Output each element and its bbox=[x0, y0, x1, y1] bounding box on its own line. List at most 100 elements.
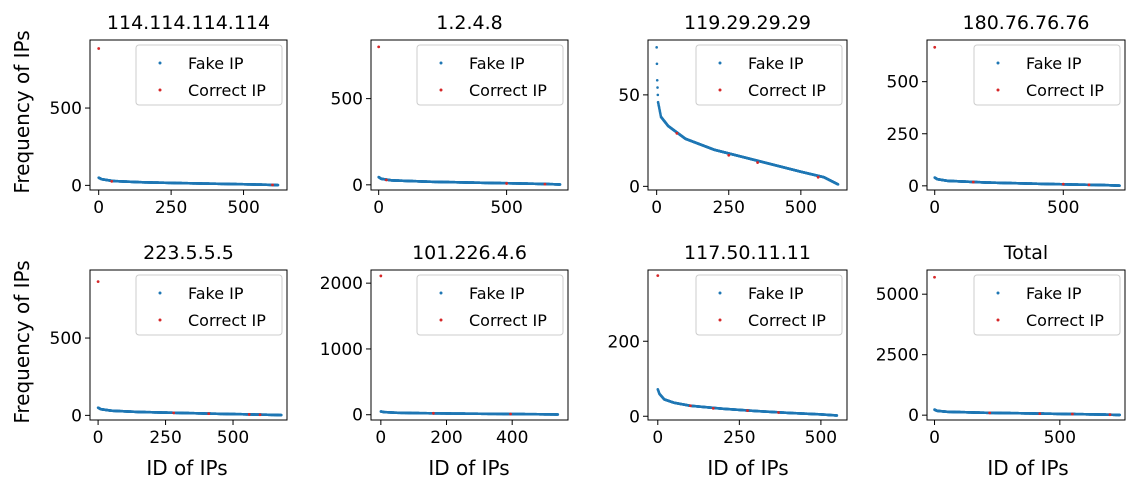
y-tick-label: 0 bbox=[629, 407, 640, 427]
legend-box bbox=[135, 44, 283, 106]
fake-ip-point bbox=[280, 413, 283, 417]
ylabel-row-2: Frequency of IPs bbox=[10, 260, 34, 423]
fake-ip-legend-marker bbox=[158, 61, 162, 65]
fake-ip-legend-marker bbox=[439, 61, 443, 65]
correct-ip-point bbox=[1087, 183, 1091, 187]
correct-ip-series bbox=[97, 47, 274, 187]
correct-ip-legend-label: Correct IP bbox=[188, 81, 266, 100]
y-tick-label: 0 bbox=[629, 177, 640, 197]
correct-ip-point bbox=[110, 179, 114, 183]
correct-ip-legend-marker bbox=[718, 318, 722, 322]
axes-frame bbox=[370, 269, 569, 421]
correct-ip-series bbox=[377, 45, 547, 186]
x-tick-label: 0 bbox=[651, 198, 662, 218]
xlabel-col-1: ID of IPs bbox=[146, 456, 227, 479]
y-tick-label: 2000 bbox=[320, 274, 363, 294]
fake-ip-legend-label: Fake IP bbox=[748, 54, 804, 73]
fake-ip-series bbox=[933, 176, 1121, 187]
legend-box bbox=[416, 44, 564, 106]
y-tick-label: 500 bbox=[887, 73, 919, 93]
fake-ip-point bbox=[558, 183, 562, 186]
correct-ip-point bbox=[656, 274, 660, 278]
correct-ip-point bbox=[727, 153, 731, 157]
legend-box bbox=[416, 274, 564, 336]
correct-ip-point bbox=[509, 412, 512, 416]
axes-frame bbox=[89, 269, 288, 421]
fake-ip-legend-label: Fake IP bbox=[748, 284, 804, 303]
correct-ip-point bbox=[96, 280, 100, 283]
subplot-title: 180.76.76.76 bbox=[963, 12, 1090, 34]
correct-ip-point bbox=[377, 45, 381, 49]
y-tick-label: 1000 bbox=[320, 340, 363, 360]
subplot-4: 180.76.76.76 0 500 0 250 500 Fake IP Correct IP bbox=[887, 12, 1126, 218]
correct-ip-series bbox=[675, 131, 820, 179]
x-tick-label: 250 bbox=[713, 198, 745, 218]
fake-ip-series bbox=[377, 175, 562, 186]
xlabel-col-4: ID of IPs bbox=[987, 456, 1068, 479]
correct-ip-legend-label: Correct IP bbox=[748, 81, 826, 100]
y-tick-label: 0 bbox=[908, 177, 919, 197]
correct-ip-point bbox=[505, 182, 508, 185]
correct-ip-point bbox=[172, 411, 176, 415]
axes-frame bbox=[370, 39, 569, 191]
fake-ip-point bbox=[655, 78, 659, 82]
y-tick-label: 0 bbox=[71, 176, 82, 196]
y-tick-label: 500 bbox=[331, 90, 363, 110]
fake-ip-series bbox=[933, 408, 1122, 417]
ylabel-row-1: Frequency of IPs bbox=[10, 30, 34, 193]
correct-ip-legend-label: Correct IP bbox=[748, 311, 826, 330]
x-tick-label: 500 bbox=[805, 428, 837, 448]
fake-ip-legend-label: Fake IP bbox=[469, 284, 525, 303]
correct-ip-point bbox=[431, 411, 435, 415]
correct-ip-point bbox=[271, 183, 274, 187]
correct-ip-legend-label: Correct IP bbox=[1026, 81, 1104, 100]
axes-frame bbox=[647, 269, 848, 421]
correct-ip-series bbox=[933, 45, 1091, 187]
correct-ip-legend-marker bbox=[996, 88, 1000, 92]
fake-ip-series bbox=[656, 387, 839, 417]
fake-ip-legend-label: Fake IP bbox=[188, 54, 244, 73]
fake-ip-legend-label: Fake IP bbox=[469, 54, 525, 73]
correct-ip-point bbox=[1061, 182, 1065, 186]
subplot-title: 119.29.29.29 bbox=[684, 12, 811, 34]
axes-frame bbox=[647, 39, 848, 191]
xlabel-col-2: ID of IPs bbox=[428, 456, 509, 479]
fake-ip-series bbox=[96, 406, 283, 417]
axes-frame bbox=[89, 39, 288, 191]
subplot-title: 101.226.4.6 bbox=[412, 242, 527, 264]
x-tick-label: 250 bbox=[723, 428, 755, 448]
x-tick-label: 0 bbox=[929, 198, 940, 218]
legend: Fake IP Correct IP bbox=[973, 44, 1121, 106]
subplot-title: 114.114.114.114 bbox=[107, 12, 270, 34]
correct-ip-point bbox=[543, 182, 547, 186]
correct-ip-legend-marker bbox=[439, 318, 443, 322]
correct-ip-point bbox=[689, 404, 692, 408]
fake-ip-point bbox=[656, 86, 659, 89]
x-tick-label: 0 bbox=[373, 198, 384, 218]
fake-ip-legend-label: Fake IP bbox=[1026, 54, 1082, 73]
legend: Fake IP Correct IP bbox=[695, 274, 843, 336]
x-tick-label: 0 bbox=[375, 428, 386, 448]
fake-ip-legend-marker bbox=[718, 291, 722, 295]
correct-ip-point bbox=[746, 409, 749, 413]
correct-ip-point bbox=[756, 161, 759, 164]
correct-ip-point bbox=[379, 274, 383, 278]
correct-ip-point bbox=[247, 413, 251, 416]
y-tick-label: 0 bbox=[352, 176, 363, 196]
fake-ip-series bbox=[379, 410, 560, 416]
correct-ip-legend-label: Correct IP bbox=[469, 81, 547, 100]
fake-ip-point bbox=[276, 183, 280, 187]
x-tick-label: 500 bbox=[490, 198, 522, 218]
correct-ip-legend-marker bbox=[718, 88, 722, 92]
fake-ip-legend-marker bbox=[996, 61, 1000, 65]
x-tick-label: 500 bbox=[227, 198, 259, 218]
correct-ip-point bbox=[258, 413, 262, 417]
fake-ip-legend-marker bbox=[718, 61, 722, 65]
x-tick-label: 500 bbox=[1047, 198, 1079, 218]
y-tick-label: 250 bbox=[887, 125, 919, 145]
x-tick-label: 250 bbox=[149, 428, 181, 448]
